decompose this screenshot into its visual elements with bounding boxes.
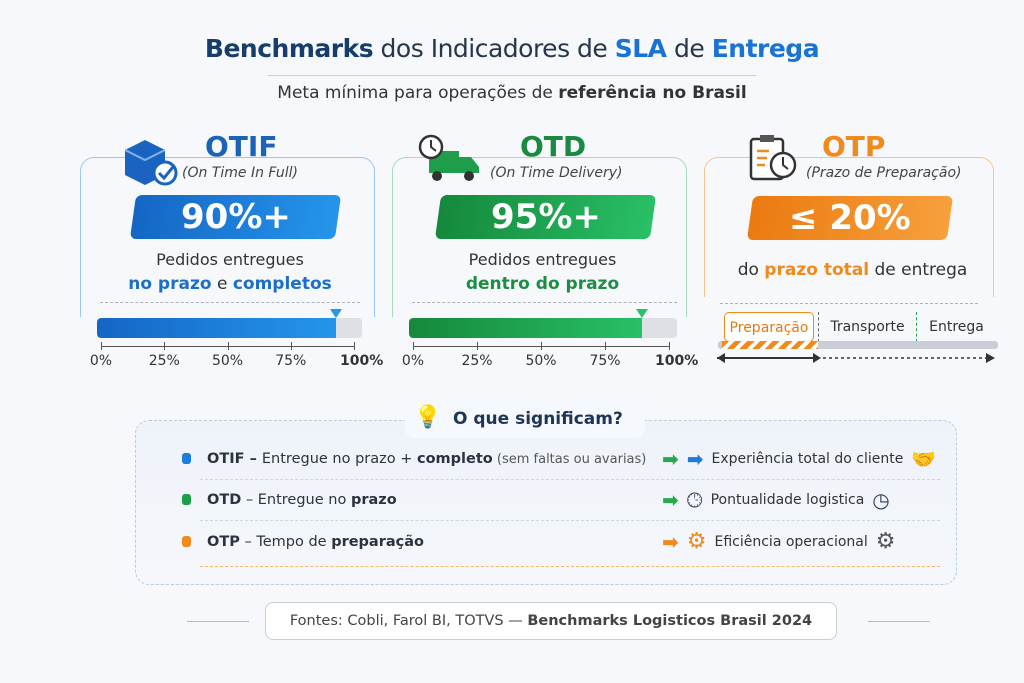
otd-value-badge: 95%+ xyxy=(434,195,657,239)
tick-label: 25% xyxy=(148,353,180,369)
divider xyxy=(100,302,360,303)
target-marker xyxy=(329,309,342,318)
target-marker xyxy=(636,309,649,318)
tick-label: 50% xyxy=(211,353,244,369)
otd-description: Pedidos entregues dentro do prazo xyxy=(465,250,620,294)
divider xyxy=(200,566,940,567)
stage-transporte: Transporte xyxy=(818,312,916,342)
timeline-bar xyxy=(718,341,998,349)
axis-tick xyxy=(477,342,478,350)
clock-icon: ◷ xyxy=(872,488,890,512)
lightbulb-icon: 💡 xyxy=(414,405,442,430)
divider xyxy=(187,621,249,622)
divider xyxy=(720,303,978,304)
otp-card xyxy=(704,157,994,297)
otif-subtitle: (On Time In Full) xyxy=(182,165,298,181)
arrow-icon: ➡ xyxy=(686,447,704,471)
tick-label: 75% xyxy=(275,353,307,369)
axis-tick xyxy=(413,342,414,350)
divider xyxy=(268,75,756,76)
gear-icon: ⚙ xyxy=(686,529,707,554)
arrow-icon: ➡ xyxy=(662,530,679,554)
otp-description: do prazo total de entrega xyxy=(737,260,968,280)
meaning-row-otp: OTP – Tempo de preparação ➡ ⚙ Eficiência o… xyxy=(182,527,942,557)
otd-subtitle: (On Time Delivery) xyxy=(490,165,623,181)
otp-value-badge: ≤ 20% xyxy=(746,196,954,240)
preparation-segment xyxy=(722,341,818,349)
tick-label: 25% xyxy=(461,353,493,369)
axis-tick xyxy=(227,342,229,350)
axis-tick xyxy=(290,342,292,350)
axis-tick xyxy=(164,342,166,350)
axis-tick xyxy=(541,342,542,350)
axis-tick xyxy=(669,342,670,350)
otif-progress: 0% 25% 50% 75% 100% xyxy=(90,305,383,375)
clock-icon: 🕒︎ xyxy=(686,488,703,512)
tick-label: 50% xyxy=(525,353,557,369)
meaning-title: O que significam? xyxy=(405,400,645,438)
otp-name: OTP xyxy=(822,130,886,163)
page-title: Benchmarks dos Indicadores de SLA de Ent… xyxy=(204,34,820,63)
axis-tick xyxy=(101,342,102,350)
axis-tick xyxy=(605,342,606,350)
truck-clock-icon xyxy=(418,134,479,181)
otp-subtitle: (Prazo de Preparação) xyxy=(806,165,962,181)
otif-value-badge: 90%+ xyxy=(129,195,342,239)
otif-name: OTIF xyxy=(205,130,278,163)
otd-progress: 0% 25% 50% 75% 100% xyxy=(402,305,698,375)
stage-entrega: Entrega xyxy=(916,312,996,342)
tick-label: 100% xyxy=(340,353,384,369)
otd-card xyxy=(392,157,687,317)
gear-icon: ⚙ xyxy=(875,529,896,554)
box-check-icon xyxy=(124,140,178,186)
tick-label: 75% xyxy=(589,353,621,369)
divider xyxy=(868,621,930,622)
otd-name: OTD xyxy=(520,130,587,163)
progress-fill xyxy=(409,318,643,338)
progress-track xyxy=(97,318,362,338)
otif-card xyxy=(80,157,375,317)
clipboard-clock-icon xyxy=(749,135,797,181)
otif-description: Pedidos entregues no prazo e completos xyxy=(128,250,332,294)
meaning-row-otd: OTD – Entregue no prazo ➡ 🕒︎ Pontualidade … xyxy=(182,485,942,515)
meaning-panel xyxy=(135,420,957,585)
meaning-row-otif: OTIF – Entregue no prazo + completo (sem… xyxy=(182,444,942,474)
timeline-arrows xyxy=(717,353,995,363)
progress-fill xyxy=(97,318,336,338)
arrow-icon: ➡ xyxy=(662,488,679,512)
tick-label: 100% xyxy=(655,353,699,369)
divider xyxy=(412,302,677,303)
tick-label: 0% xyxy=(401,353,425,369)
axis-tick xyxy=(354,342,355,350)
progress-track xyxy=(409,318,677,338)
tick-label: 0% xyxy=(89,353,113,369)
divider xyxy=(200,520,940,521)
divider xyxy=(200,479,940,480)
arrow-icon: ➡ xyxy=(662,447,679,471)
handshake-icon: 🤝 xyxy=(911,447,937,471)
sources-box: Fontes: Cobli, Farol BI, TOTVS — Benchma… xyxy=(265,602,837,640)
stage-preparacao: Preparação xyxy=(724,312,814,342)
page-subtitle: Meta mínima para operações de referência… xyxy=(277,83,747,103)
